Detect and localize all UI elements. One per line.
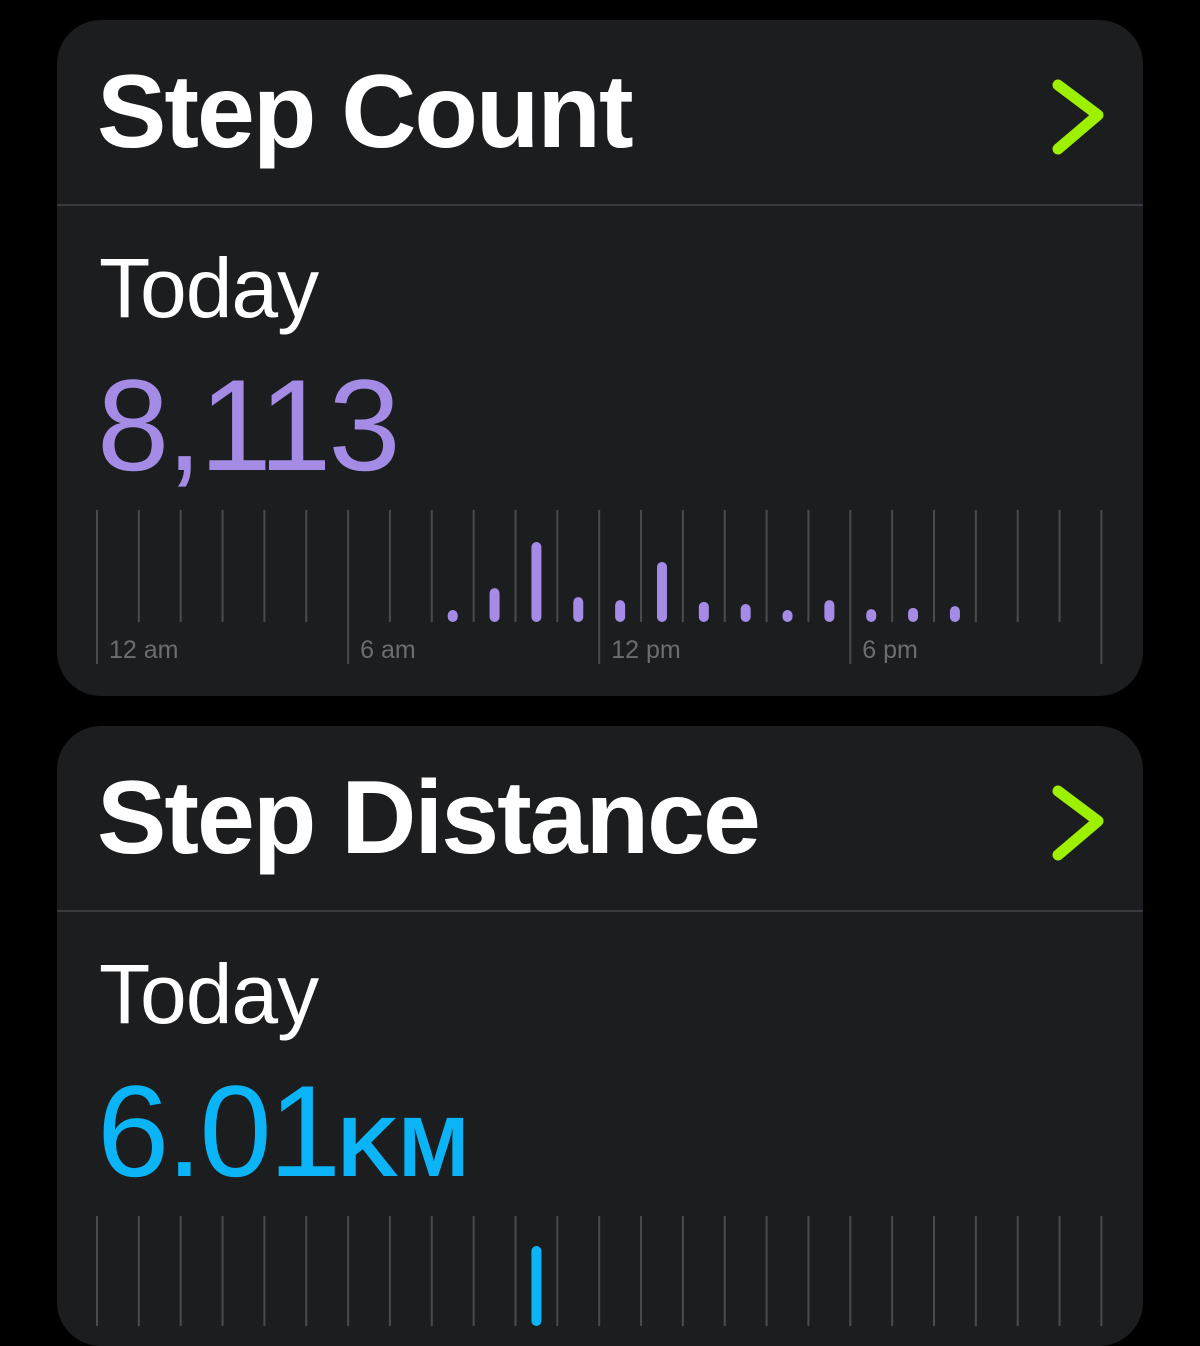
bar (573, 597, 584, 622)
bar (531, 542, 542, 622)
period-label: Today (99, 241, 319, 335)
card-header[interactable]: Step Distance (57, 726, 1143, 912)
bar (447, 609, 458, 622)
step-distance-value: 6.01KM (97, 1066, 469, 1196)
bar (908, 607, 919, 622)
bar (740, 603, 751, 622)
bar (782, 609, 793, 622)
bar (824, 600, 835, 622)
step-distance-card[interactable]: Step Distance Today 6.01KM (57, 726, 1143, 1346)
bar (866, 609, 877, 622)
period-label: Today (99, 947, 319, 1041)
chevron-right-icon[interactable] (1043, 70, 1113, 160)
chevron-right-icon[interactable] (1043, 776, 1113, 866)
step-count-chart: 12 am 6 am 12 pm 6 pm (96, 510, 1103, 664)
bar (656, 561, 667, 622)
x-tick-label: 12 am (109, 636, 178, 664)
bar (615, 600, 626, 622)
step-count-value: 8,113 (97, 360, 401, 490)
bar (698, 601, 709, 622)
value-number: 8,113 (97, 352, 401, 498)
bar (489, 588, 500, 622)
card-title: Step Distance (97, 760, 761, 876)
card-header[interactable]: Step Count (57, 20, 1143, 206)
x-tick-label: 6 pm (862, 636, 918, 664)
x-tick-label: 6 am (360, 636, 416, 664)
x-tick-label: 12 pm (611, 636, 680, 664)
bar (949, 606, 960, 622)
bar (531, 1246, 542, 1326)
step-count-card[interactable]: Step Count Today 8,113 12 am 6 am 12 pm 6 p… (57, 20, 1143, 696)
value-number: 6.01 (97, 1058, 341, 1204)
value-unit: KM (338, 1100, 469, 1194)
step-distance-chart (96, 1216, 1103, 1326)
card-title: Step Count (97, 54, 634, 170)
